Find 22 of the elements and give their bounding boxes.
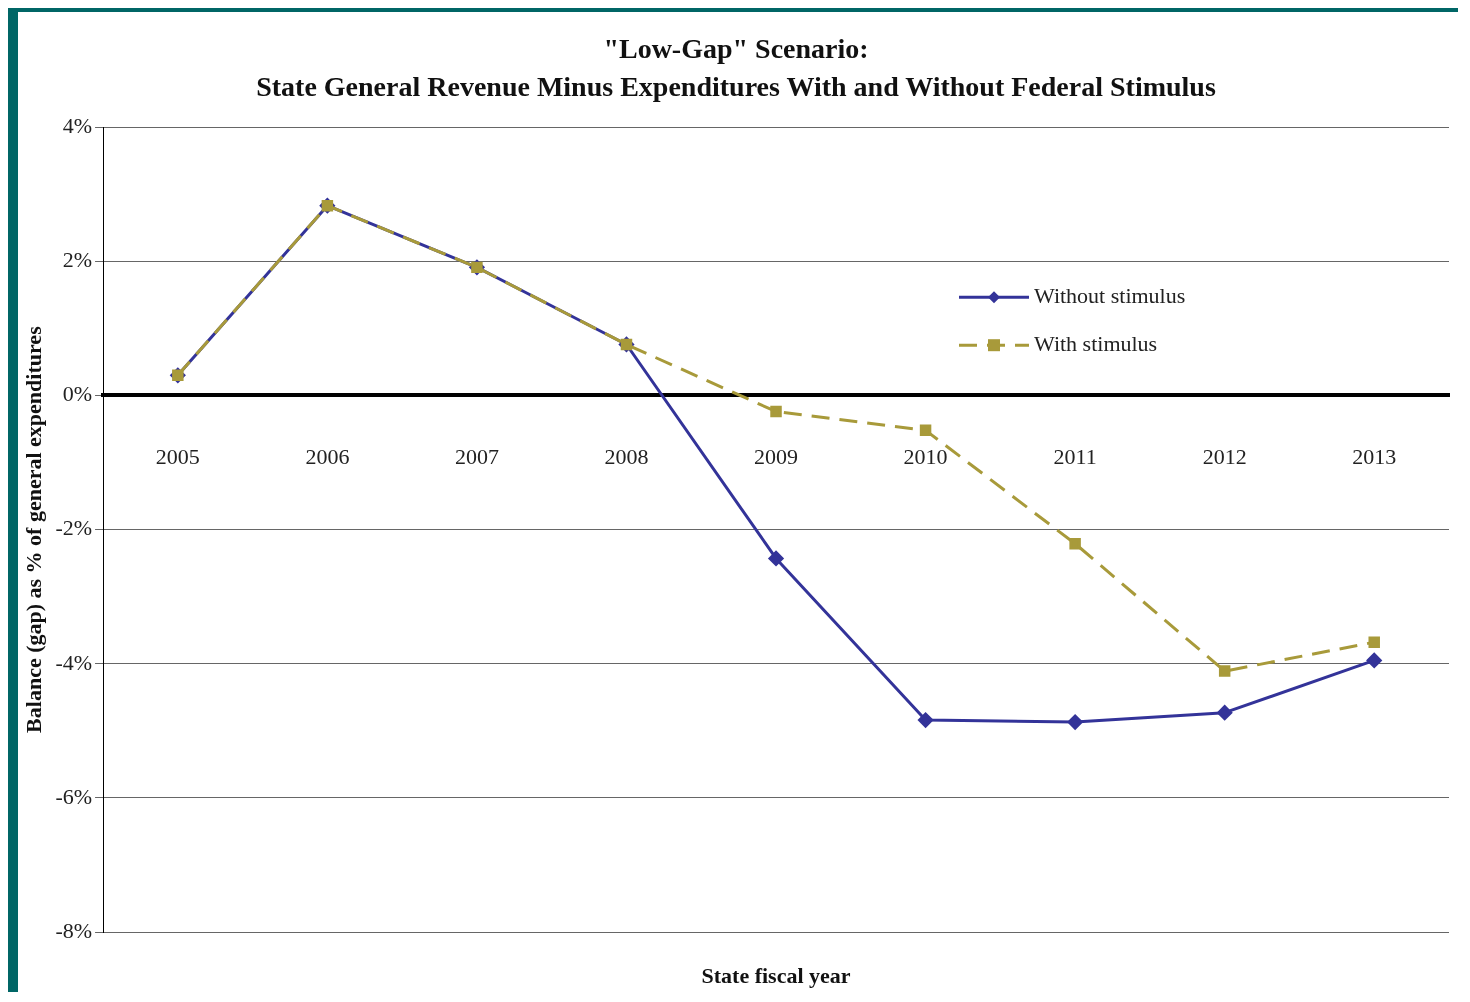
y-tick-label: 4%	[62, 112, 93, 138]
y-tick-label: -2%	[55, 515, 93, 541]
legend-label: Without stimulus	[1034, 282, 1186, 308]
y-tick-label: -4%	[55, 649, 93, 675]
x-tick-label: 2010	[903, 444, 948, 470]
x-tick-label: 2009	[754, 444, 799, 470]
x-tick-label: 2007	[454, 444, 499, 470]
chart-title: "Low-Gap" Scenario:	[603, 33, 869, 65]
x-tick-label: 2005	[155, 444, 200, 470]
x-tick-label: 2011	[1053, 444, 1097, 470]
y-tick-label: -8%	[55, 917, 93, 943]
x-tick-label: 2012	[1202, 444, 1247, 470]
y-tick-label: 0%	[62, 381, 93, 407]
chart-subtitle: State General Revenue Minus Expenditures With and Without Federal Stimulus	[256, 70, 1216, 102]
x-tick-label: 2006	[305, 444, 350, 470]
x-tick-label: 2013	[1352, 444, 1397, 470]
y-axis-title: Balance (gap) as % of general expenditures	[20, 325, 46, 733]
x-axis-title: State fiscal year	[701, 962, 851, 988]
x-tick-label: 2008	[604, 444, 649, 470]
legend-label: With stimulus	[1034, 330, 1158, 356]
y-tick-label: 2%	[62, 247, 93, 273]
y-tick-label: -6%	[55, 783, 93, 809]
